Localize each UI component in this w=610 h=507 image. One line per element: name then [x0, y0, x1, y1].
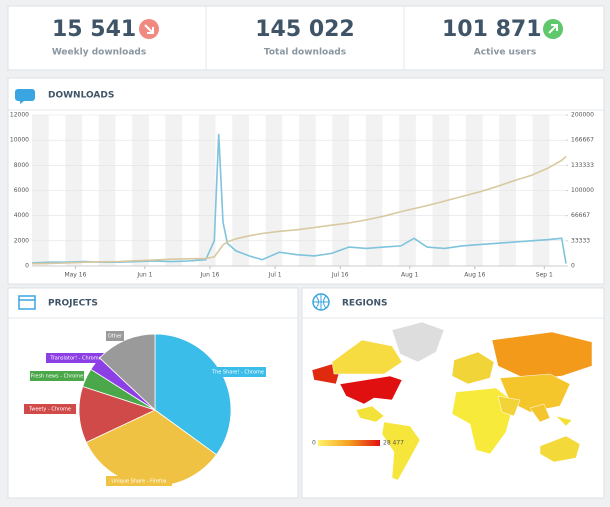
y2-tick-label: 0	[571, 263, 575, 270]
world-map	[311, 321, 593, 481]
y2-tick-label: 200000	[571, 112, 594, 119]
region	[539, 435, 581, 463]
y-tick-label: 12000	[10, 112, 29, 119]
arrow	[144, 24, 154, 34]
y2-tick-label: 33333	[571, 237, 590, 244]
x-tick-label: May 16	[64, 272, 86, 279]
window-icon	[18, 295, 36, 310]
slice-label: The Share! - Chrome	[211, 370, 264, 376]
label-box	[46, 353, 106, 363]
x-tick-label: Sep 1	[536, 272, 553, 279]
region	[355, 405, 385, 423]
scale-min: 0	[312, 440, 316, 447]
region	[529, 403, 551, 423]
region	[381, 421, 421, 481]
stat-label: Total downloads	[264, 48, 346, 58]
region	[451, 387, 515, 455]
region	[497, 395, 521, 417]
y-tick-label: 6000	[14, 187, 29, 194]
label-box	[24, 404, 76, 414]
stat-value: 101 871	[442, 17, 542, 42]
y2-tick-label: 66667	[571, 212, 590, 219]
slice-label: Tweety - Chrome	[28, 407, 71, 413]
x-tick-label: Jul 16	[331, 272, 349, 279]
y2-tick-label: 100000	[571, 187, 594, 194]
y2-tick-label: 166667	[571, 137, 594, 144]
arrow	[548, 24, 558, 34]
stat-value: 15 541	[52, 17, 136, 42]
scale-bar	[318, 440, 380, 446]
x-tick-label: Jun 16	[200, 272, 220, 279]
chat-icon	[15, 89, 35, 104]
stats-panel	[7, 5, 605, 71]
label-box	[106, 331, 124, 341]
globe-icon	[313, 294, 329, 310]
panel-title: DOWNLOADS	[48, 91, 114, 101]
region	[339, 375, 403, 405]
panel-title: PROJECTS	[48, 299, 98, 309]
line-series	[31, 155, 567, 265]
y-tick-label: 8000	[14, 162, 29, 169]
label-box	[106, 476, 172, 486]
region	[491, 331, 593, 381]
slice-label: Translator! - Chrome	[49, 356, 101, 362]
line-series	[31, 133, 567, 264]
slice-label: Fresh news - Chrome	[31, 374, 83, 380]
x-tick-label: Jul 1	[268, 272, 282, 279]
region	[555, 415, 573, 427]
x-tick-label: Jun 1	[136, 272, 152, 279]
y-tick-label: 10000	[10, 137, 29, 144]
stat-label: Weekly downloads	[52, 48, 146, 58]
slice-label: Unique Share - Firefox	[111, 479, 166, 485]
scale-max: 28 477	[383, 440, 404, 447]
x-tick-label: Aug 1	[401, 272, 419, 279]
x-tick-label: Aug 16	[464, 272, 485, 279]
pie-slice	[99, 333, 156, 411]
stat-value: 145 022	[255, 17, 355, 42]
y2-tick-label: 133333	[571, 162, 594, 169]
label-box	[210, 367, 266, 377]
region	[391, 321, 445, 363]
slice-label: Other	[108, 334, 123, 340]
stat-label: Active users	[474, 48, 536, 58]
region	[451, 351, 495, 385]
panel-title: REGIONS	[342, 299, 387, 309]
y-tick-label: 4000	[14, 212, 29, 219]
region	[331, 339, 403, 375]
label-box	[30, 371, 84, 381]
y-tick-label: 0	[25, 263, 29, 270]
y-tick-label: 2000	[14, 237, 29, 244]
